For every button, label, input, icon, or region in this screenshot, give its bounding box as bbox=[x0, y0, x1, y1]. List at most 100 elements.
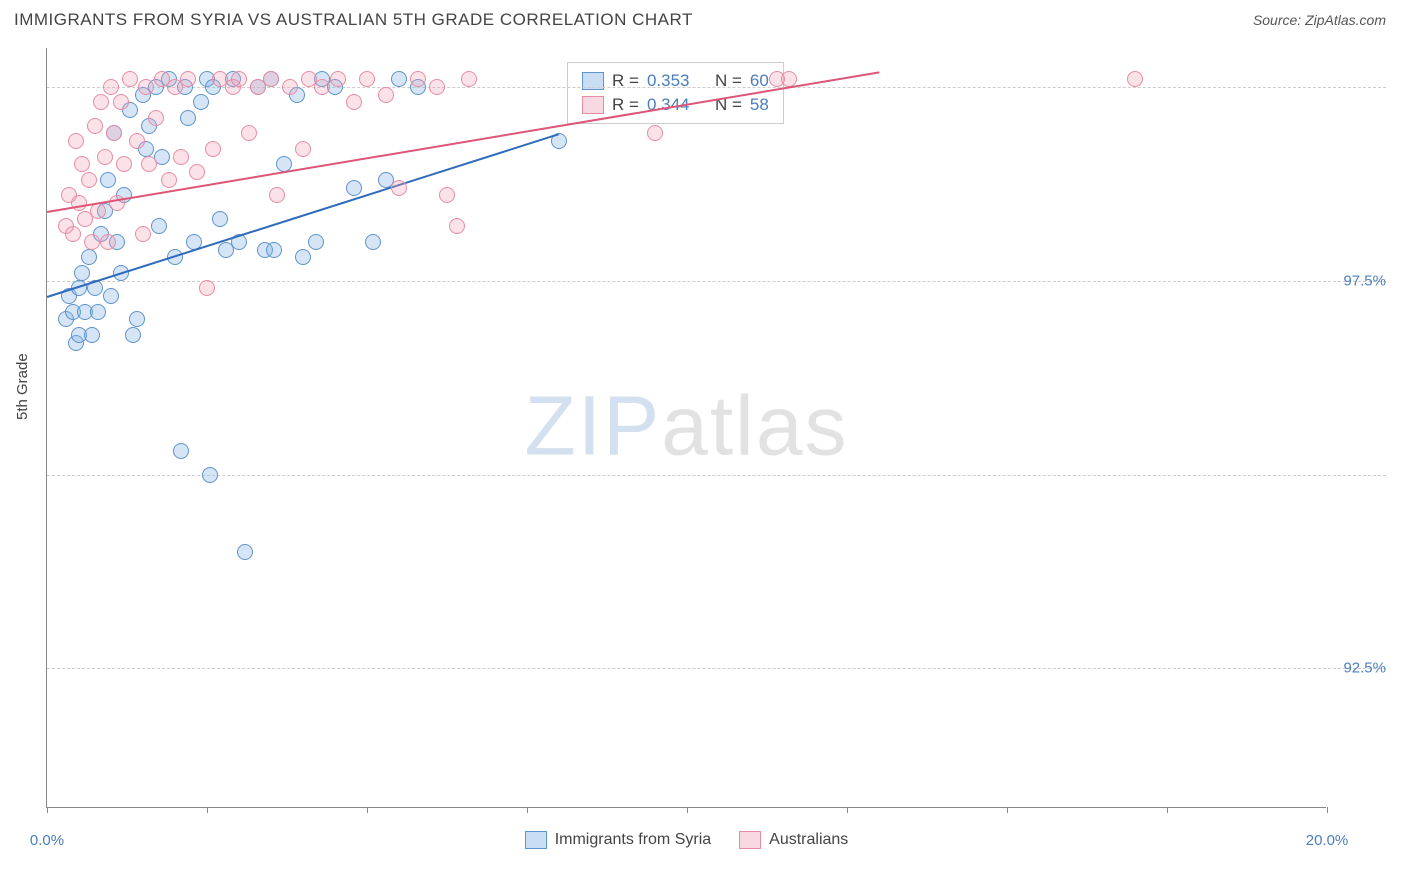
data-point-syria bbox=[90, 304, 106, 320]
data-point-syria bbox=[346, 180, 362, 196]
data-point-australians bbox=[189, 164, 205, 180]
data-point-australians bbox=[378, 87, 394, 103]
data-point-syria bbox=[81, 249, 97, 265]
legend-bottom: Immigrants from Syria Australians bbox=[47, 831, 1326, 849]
data-point-australians bbox=[199, 280, 215, 296]
data-point-australians bbox=[161, 172, 177, 188]
watermark: ZIPatlas bbox=[524, 377, 848, 474]
data-point-syria bbox=[84, 327, 100, 343]
chart-container: ZIPatlas R = 0.353 N = 60 R = 0.344 N = … bbox=[46, 48, 1386, 808]
y-tick-label: 92.5% bbox=[1343, 660, 1386, 677]
data-point-australians bbox=[116, 156, 132, 172]
data-point-australians bbox=[263, 71, 279, 87]
data-point-australians bbox=[449, 218, 465, 234]
data-point-australians bbox=[141, 156, 157, 172]
data-point-australians bbox=[205, 141, 221, 157]
data-point-syria bbox=[100, 172, 116, 188]
data-point-syria bbox=[151, 218, 167, 234]
data-point-syria bbox=[365, 234, 381, 250]
data-point-australians bbox=[135, 226, 151, 242]
data-point-syria bbox=[212, 211, 228, 227]
chart-title: IMMIGRANTS FROM SYRIA VS AUSTRALIAN 5TH … bbox=[14, 10, 693, 30]
data-point-australians bbox=[391, 180, 407, 196]
data-point-australians bbox=[148, 110, 164, 126]
data-point-syria bbox=[295, 249, 311, 265]
watermark-zip: ZIP bbox=[524, 378, 661, 472]
x-tick bbox=[847, 807, 848, 813]
data-point-australians bbox=[87, 118, 103, 134]
legend-label-aus: Australians bbox=[769, 831, 848, 849]
data-point-australians bbox=[282, 79, 298, 95]
data-point-australians bbox=[65, 226, 81, 242]
x-tick bbox=[367, 807, 368, 813]
data-point-australians bbox=[647, 125, 663, 141]
x-tick bbox=[207, 807, 208, 813]
data-point-australians bbox=[346, 94, 362, 110]
data-point-syria bbox=[266, 242, 282, 258]
data-point-australians bbox=[231, 71, 247, 87]
gridline bbox=[47, 475, 1386, 476]
swatch-pink-icon bbox=[582, 96, 604, 114]
n-value-syria: 60 bbox=[750, 71, 769, 91]
data-point-australians bbox=[84, 234, 100, 250]
legend-item-syria: Immigrants from Syria bbox=[525, 831, 711, 849]
data-point-australians bbox=[81, 172, 97, 188]
data-point-syria bbox=[391, 71, 407, 87]
data-point-australians bbox=[180, 71, 196, 87]
y-tick-label: 97.5% bbox=[1343, 272, 1386, 289]
plot-area: ZIPatlas R = 0.353 N = 60 R = 0.344 N = … bbox=[46, 48, 1326, 808]
data-point-australians bbox=[1127, 71, 1143, 87]
data-point-australians bbox=[129, 133, 145, 149]
chart-header: IMMIGRANTS FROM SYRIA VS AUSTRALIAN 5TH … bbox=[0, 0, 1406, 38]
swatch-pink-icon bbox=[739, 831, 761, 849]
data-point-syria bbox=[125, 327, 141, 343]
x-tick bbox=[687, 807, 688, 813]
data-point-australians bbox=[68, 133, 84, 149]
data-point-syria bbox=[173, 443, 189, 459]
x-tick bbox=[1327, 807, 1328, 813]
legend-item-australians: Australians bbox=[739, 831, 848, 849]
gridline bbox=[47, 87, 1386, 88]
data-point-australians bbox=[410, 71, 426, 87]
data-point-australians bbox=[97, 149, 113, 165]
legend-row-syria: R = 0.353 N = 60 bbox=[582, 69, 769, 93]
r-label: R = bbox=[612, 71, 639, 91]
data-point-australians bbox=[295, 141, 311, 157]
data-point-australians bbox=[138, 79, 154, 95]
gridline bbox=[47, 668, 1386, 669]
data-point-australians bbox=[100, 234, 116, 250]
data-point-australians bbox=[93, 94, 109, 110]
x-tick bbox=[1007, 807, 1008, 813]
gridline bbox=[47, 281, 1386, 282]
data-point-australians bbox=[439, 187, 455, 203]
data-point-australians bbox=[461, 71, 477, 87]
r-value-syria: 0.353 bbox=[647, 71, 690, 91]
data-point-australians bbox=[359, 71, 375, 87]
data-point-syria bbox=[180, 110, 196, 126]
data-point-australians bbox=[74, 156, 90, 172]
data-point-australians bbox=[106, 125, 122, 141]
data-point-australians bbox=[429, 79, 445, 95]
y-axis-label: 5th Grade bbox=[14, 353, 31, 420]
data-point-australians bbox=[113, 94, 129, 110]
swatch-blue-icon bbox=[525, 831, 547, 849]
x-tick bbox=[1167, 807, 1168, 813]
data-point-australians bbox=[241, 125, 257, 141]
n-label: N = bbox=[715, 71, 742, 91]
data-point-syria bbox=[193, 94, 209, 110]
data-point-australians bbox=[71, 195, 87, 211]
data-point-australians bbox=[330, 71, 346, 87]
x-tick-label: 20.0% bbox=[1306, 832, 1349, 849]
data-point-syria bbox=[129, 311, 145, 327]
x-tick bbox=[47, 807, 48, 813]
data-point-australians bbox=[103, 79, 119, 95]
data-point-syria bbox=[74, 265, 90, 281]
x-tick bbox=[527, 807, 528, 813]
data-point-australians bbox=[173, 149, 189, 165]
legend-label-syria: Immigrants from Syria bbox=[555, 831, 711, 849]
n-value-aus: 58 bbox=[750, 95, 769, 115]
data-point-australians bbox=[269, 187, 285, 203]
data-point-syria bbox=[202, 467, 218, 483]
data-point-australians bbox=[122, 71, 138, 87]
watermark-atlas: atlas bbox=[661, 378, 848, 472]
